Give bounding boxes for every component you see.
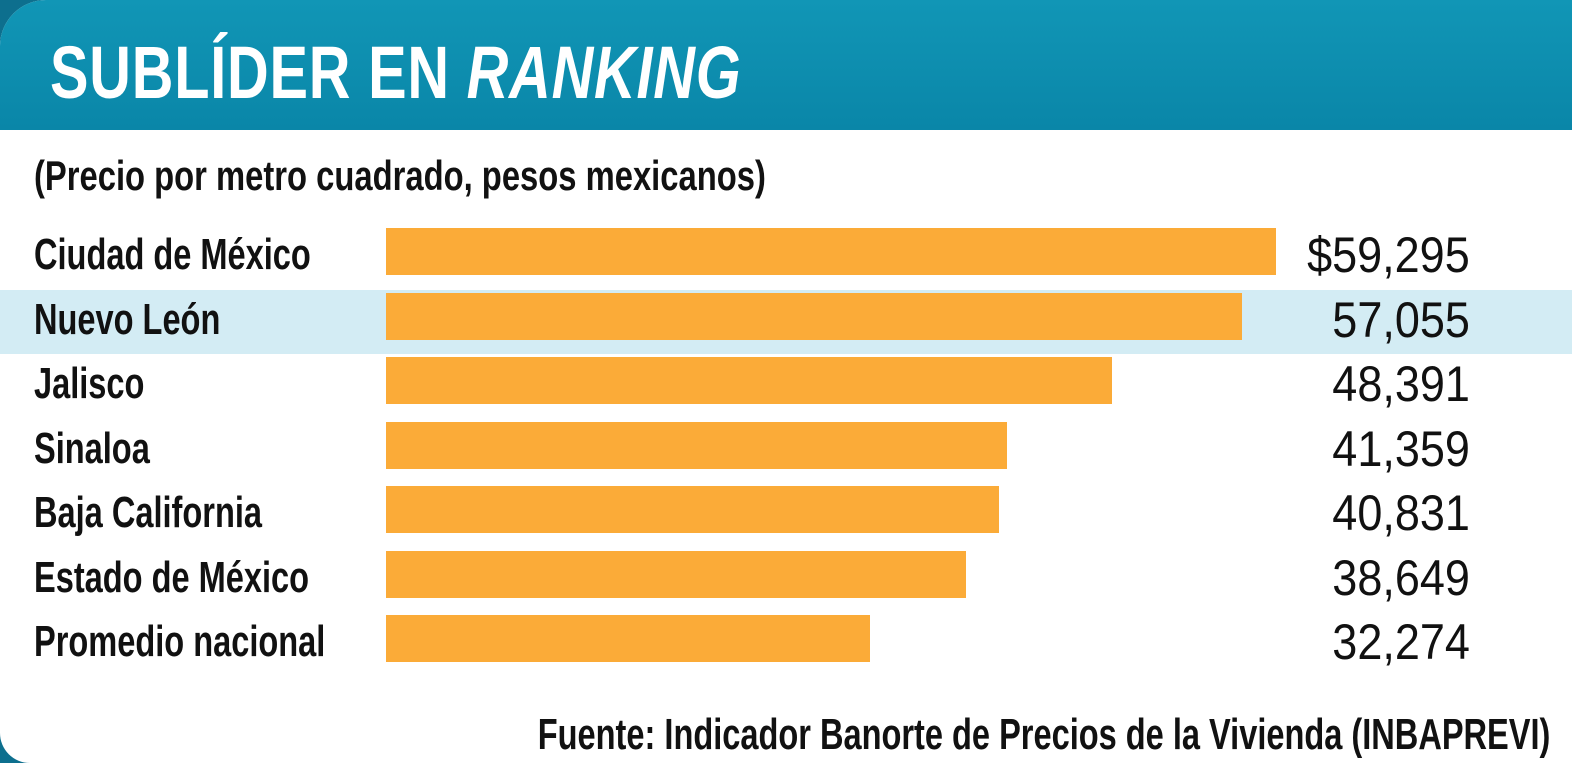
value-label: 32,274 xyxy=(1332,614,1470,670)
value-label: 40,831 xyxy=(1332,485,1470,541)
bar-row: Sinaloa 41,359 xyxy=(0,419,1572,483)
category-label: Estado de México xyxy=(34,552,310,602)
title-emphasis: RANKING xyxy=(466,31,742,114)
title-main: SUBLÍDER EN xyxy=(50,31,467,114)
bar xyxy=(386,615,871,662)
bar xyxy=(386,292,1243,340)
category-label: Nuevo León xyxy=(34,294,221,344)
category-label: Baja California xyxy=(34,488,262,537)
chart-title: SUBLÍDER EN RANKING xyxy=(50,28,741,118)
category-label: Promedio nacional xyxy=(34,617,326,666)
category-label: Ciudad de México xyxy=(34,230,311,279)
chart-subtitle: (Precio por metro cuadrado, pesos mexica… xyxy=(34,152,766,199)
bar-row: Estado de México 38,649 xyxy=(0,548,1572,612)
category-label: Jalisco xyxy=(34,359,145,408)
value-label: 57,055 xyxy=(1332,291,1470,348)
value-label: 41,359 xyxy=(1332,420,1470,477)
value-label: 38,649 xyxy=(1332,549,1470,606)
bar xyxy=(386,486,999,533)
category-label: Sinaloa xyxy=(34,423,150,473)
bar xyxy=(386,550,967,598)
title-banner: SUBLÍDER EN RANKING xyxy=(0,0,1572,130)
source-note: Fuente: Indicador Banorte de Precios de … xyxy=(537,710,1550,759)
value-label: 48,391 xyxy=(1332,356,1470,412)
bar xyxy=(386,228,1276,275)
bar-row: Baja California 40,831 xyxy=(0,483,1572,547)
bar-row: Promedio nacional 32,274 xyxy=(0,612,1572,676)
bar xyxy=(386,421,1007,469)
bar xyxy=(386,357,1113,404)
bar-row: Jalisco 48,391 xyxy=(0,354,1572,418)
value-label: $59,295 xyxy=(1307,227,1470,283)
bar-row: Ciudad de México $59,295 xyxy=(0,225,1572,289)
bar-row: Nuevo León 57,055 xyxy=(0,289,1572,354)
